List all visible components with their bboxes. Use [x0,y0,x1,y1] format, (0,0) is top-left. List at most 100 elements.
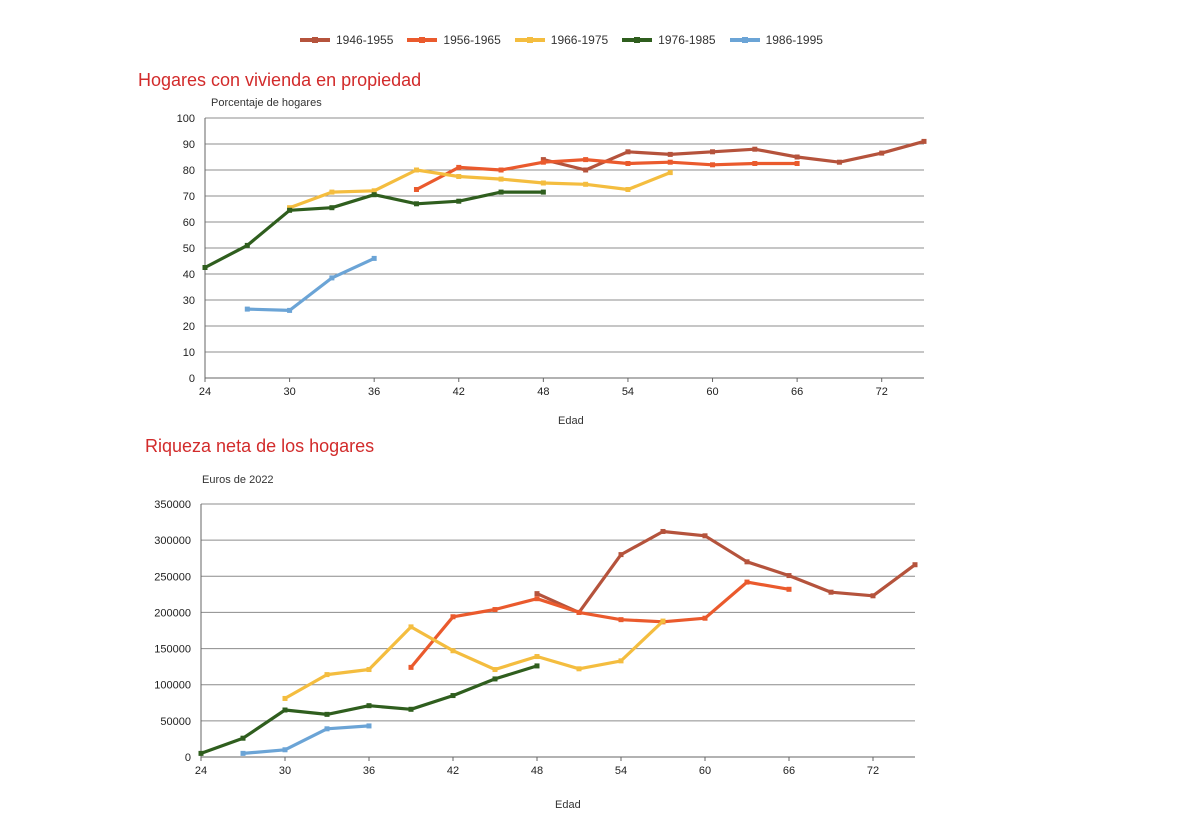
data-point [625,161,631,166]
y-tick-label: 100000 [154,680,191,692]
data-point [534,663,540,669]
data-point [744,559,750,565]
data-point [618,552,624,558]
data-point [540,159,546,165]
x-axis-label-wealth: Edad [555,799,581,811]
legend-label: 1976-1985 [658,33,716,47]
data-point [534,654,540,660]
data-point [329,275,335,281]
x-tick-label: 54 [615,765,627,777]
data-point [786,586,792,592]
data-point [329,189,335,195]
x-tick-label: 30 [283,386,295,398]
data-point [371,255,377,261]
legend-label: 1966-1975 [550,33,609,47]
data-point [329,205,335,211]
data-point [287,205,293,211]
data-point [282,695,288,701]
series-line-1986-1995 [241,724,371,756]
data-point [625,187,631,192]
x-tick-label: 24 [195,765,207,777]
series-line-1966-1975 [283,619,665,701]
data-point [492,607,498,613]
data-point [287,207,293,213]
y-tick-label: 0 [185,752,191,764]
y-tick-label: 10 [183,347,195,359]
data-point [498,176,504,182]
y-tick-label: 200000 [154,607,191,619]
data-point [366,703,372,709]
data-point [534,596,540,602]
y-tick-label: 50 [183,243,195,255]
x-tick-label: 72 [876,386,888,398]
data-point [667,159,673,165]
chart-title-ownership: Hogares con vivienda en propiedad [138,70,422,90]
legend-item: 1986-1995 [729,33,823,47]
data-point [324,672,330,678]
series-line-1946-1955 [535,529,917,615]
chart-title-wealth: Riqueza neta de los hogares [145,436,375,456]
data-point [702,533,708,539]
y-tick-label: 150000 [154,644,191,656]
series-line-1976-1985 [199,664,539,756]
series-line-1956-1965 [409,580,791,670]
x-tick-label: 66 [791,386,803,398]
y-tick-label: 50000 [160,716,191,728]
legend-label: 1956-1965 [443,33,501,47]
data-point [583,157,589,163]
data-point [450,614,456,620]
x-tick-label: 36 [368,386,380,398]
data-point [408,664,414,670]
x-tick-label: 72 [867,765,879,777]
data-point [540,189,546,195]
data-point [710,149,716,155]
data-point [794,161,800,166]
legend: 1946-1955 1956-1965 1966-1975 1976-1985 … [300,33,837,47]
data-point [202,265,208,270]
data-point [667,170,673,176]
data-point [371,192,377,198]
x-tick-label: 36 [363,765,375,777]
data-point [498,167,504,173]
data-point [836,159,842,165]
data-point [618,658,624,664]
data-point [540,180,546,186]
y-tick-label: 300000 [154,535,191,547]
legend-swatch-1976-1985 [622,37,653,43]
data-point [408,624,414,630]
data-point [710,162,716,168]
data-point [324,711,330,717]
x-tick-label: 42 [453,386,465,398]
data-point [240,750,246,756]
data-point [912,562,918,568]
y-tick-label: 60 [183,217,195,229]
data-point [282,707,288,713]
data-point [583,167,589,173]
data-point [794,154,800,160]
data-point [576,609,582,615]
y-tick-label: 100 [177,113,195,125]
x-tick-label: 48 [531,765,543,777]
series-line-1966-1975 [288,168,672,210]
y-tick-label: 40 [183,269,195,281]
legend-item: 1956-1965 [407,33,501,47]
data-point [786,573,792,579]
data-point [870,593,876,599]
data-point [413,187,419,192]
data-point [413,167,419,173]
x-tick-label: 42 [447,765,459,777]
legend-item: 1966-1975 [514,33,609,47]
data-point [660,528,666,534]
y-tick-label: 70 [183,191,195,203]
legend-item: 1946-1955 [300,33,393,47]
data-point [744,579,750,585]
data-point [492,667,498,673]
legend-label: 1986-1995 [765,33,823,47]
legend-item: 1976-1985 [622,33,716,47]
series-line-1956-1965 [414,158,799,192]
data-point [540,157,546,163]
data-point [576,666,582,672]
y-tick-label: 20 [183,321,195,333]
